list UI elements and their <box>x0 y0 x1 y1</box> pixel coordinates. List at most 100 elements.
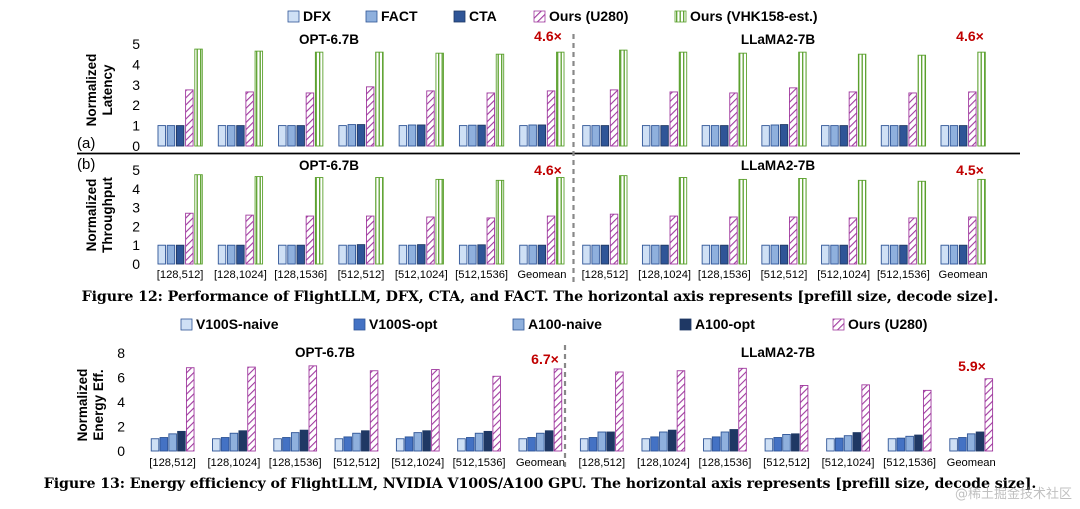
bar-cta <box>175 125 185 147</box>
bar-v100s-opt <box>527 437 536 452</box>
bar-fact <box>949 125 959 147</box>
bar-ours-u280 <box>908 217 917 265</box>
bar-dfx <box>761 244 770 265</box>
bar-ours-u280 <box>669 91 678 147</box>
x-tick-label: [512,512] <box>338 269 385 281</box>
throughput-ylabel: Normalized Throughput <box>84 177 115 253</box>
latency-ylabel-line2: Latency <box>100 64 115 116</box>
bar-a100-naive <box>352 432 361 452</box>
chart-title: LLaMA2-7B <box>741 32 816 47</box>
bar-ours-u280 <box>609 213 619 265</box>
bar-fact <box>770 124 779 147</box>
x-tick-label: [128,1536] <box>698 457 751 469</box>
bar-fact <box>651 244 660 265</box>
bar-dfx <box>582 244 591 265</box>
chart-title: LLaMA2-7B <box>741 345 816 360</box>
bar-fact <box>468 244 477 265</box>
bar-dfx <box>519 125 528 147</box>
bar-fact <box>830 125 839 147</box>
bar-v100s-opt <box>588 437 598 452</box>
chart-0: 0 1 2 3 4 5 OPT-6.7B 4.6× <box>132 28 565 154</box>
y-tick-label: 1 <box>132 237 140 253</box>
bar-ours-u280 <box>486 92 495 147</box>
bar-ours-vhk158-est <box>375 51 384 147</box>
legend-item-ours-u280-fig13: Ours (U280) <box>832 316 927 332</box>
x-tick-label: [512,1536] <box>455 269 508 281</box>
bar-cta <box>537 124 547 147</box>
bar-ours-u280 <box>245 214 254 265</box>
bar-ours-u280 <box>245 91 254 147</box>
bar-fact <box>890 125 899 147</box>
x-tick-label: [128,512] <box>157 269 204 281</box>
bar-ours-u280 <box>922 389 932 452</box>
bar-v100s-opt <box>343 436 352 452</box>
figure13-caption: Figure 13: Energy efficiency of FlightLL… <box>43 476 1037 492</box>
bar-dfx <box>278 244 287 265</box>
bar-v100s-naive <box>826 438 835 452</box>
bar-ours-vhk158-est <box>857 179 867 265</box>
bar-ours-u280 <box>738 367 747 452</box>
bar-a100-naive <box>290 432 300 452</box>
bar-ours-vhk158-est <box>556 177 565 265</box>
bar-v100s-naive <box>273 438 282 452</box>
x-tick-label: [128,512] <box>578 457 625 469</box>
bar-v100s-naive <box>395 438 405 452</box>
y-tick-label: 5 <box>132 162 140 178</box>
bar-ours-vhk158-est <box>375 177 384 265</box>
y-tick-label: 4 <box>132 56 140 72</box>
bar-ours-vhk158-est <box>435 178 444 265</box>
bar-ours-u280 <box>789 216 798 265</box>
bar-ours-vhk158-est <box>798 51 807 147</box>
bar-fact <box>166 125 176 147</box>
bar-v100s-naive <box>334 438 344 452</box>
bar-ours-u280 <box>908 92 917 147</box>
bar-ours-u280 <box>553 368 563 452</box>
bar-dfx <box>458 244 468 265</box>
fig12-legend: DFX FACT CTA Ours (U280) Ours (VHK158-es… <box>287 8 818 24</box>
bar-cta <box>356 124 366 147</box>
x-tick-label: [128,1024] <box>638 269 691 281</box>
bar-ours-u280 <box>247 366 256 452</box>
legend-item-dfx: DFX <box>287 8 332 24</box>
bar-cta <box>296 244 305 265</box>
bar-dfx <box>701 244 711 265</box>
x-tick-label: Geomean <box>939 269 988 281</box>
bar-v100s-opt <box>773 437 782 452</box>
bar-ours-u280 <box>305 92 315 147</box>
chart-1: LLaMA2-7B 4.6× <box>582 28 986 147</box>
bar-a100-opt <box>361 430 370 452</box>
bar-ours-vhk158-est <box>495 53 505 147</box>
chart-title: OPT-6.7B <box>299 158 359 173</box>
bar-a100-naive <box>720 431 730 452</box>
y-tick-label: 3 <box>132 200 140 216</box>
bar-ours-vhk158-est <box>738 52 747 147</box>
legend-item-cta: CTA <box>453 8 497 24</box>
bar-dfx <box>701 125 711 147</box>
chart-5: LLaMA2-7B 5.9× [128,512] [128,1024] [128,153… <box>578 345 995 469</box>
bar-ours-u280 <box>492 375 501 452</box>
legend-label-dfx: DFX <box>303 8 332 24</box>
throughput-ylabel-line2: Throughput <box>100 177 115 253</box>
bar-ours-vhk158-est <box>798 178 807 265</box>
bar-v100s-opt <box>159 437 169 452</box>
bar-dfx <box>157 125 166 147</box>
bar-ours-vhk158-est <box>977 178 986 265</box>
latency-ylabel: Normalized Latency <box>84 54 115 127</box>
bar-ours-vhk158-est <box>977 51 986 147</box>
fig13-legend: V100S-naive V100S-opt A100-naive A100-op… <box>180 316 927 332</box>
bar-a100-opt <box>791 433 800 452</box>
bar-ours-u280 <box>308 365 318 452</box>
bar-fact <box>949 244 959 265</box>
bar-fact <box>770 244 779 265</box>
bar-ours-u280 <box>861 384 870 452</box>
bar-fact <box>710 244 720 265</box>
y-tick-label: 2 <box>117 419 125 435</box>
bar-fact <box>347 244 356 265</box>
bar-ours-u280 <box>848 217 858 265</box>
bar-ours-u280 <box>676 370 686 452</box>
legend-item-a100-naive: A100-naive <box>512 316 602 332</box>
bar-a100-opt <box>177 430 186 452</box>
bar-ours-vhk158-est <box>619 49 628 147</box>
bar-cta <box>477 244 486 265</box>
chart-annotation: 4.6× <box>534 28 562 44</box>
